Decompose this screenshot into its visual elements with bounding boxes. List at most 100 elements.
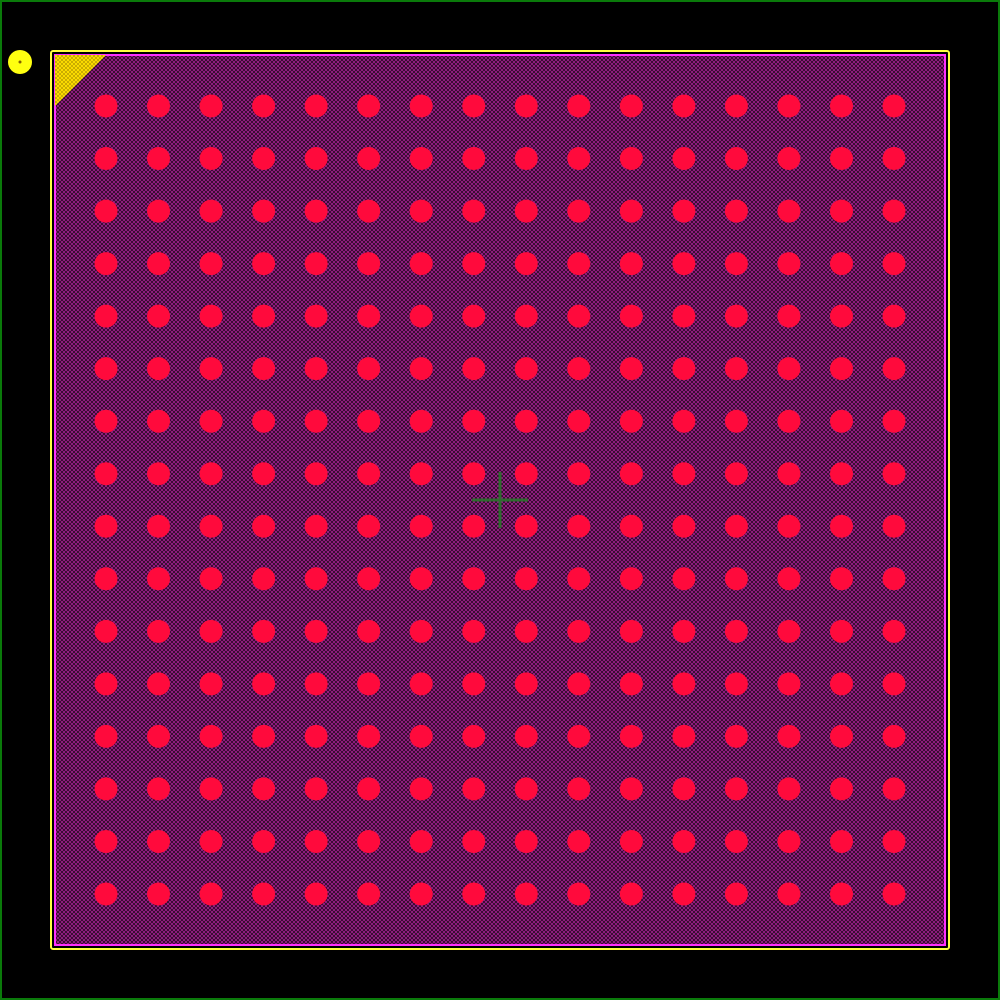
ball-pad (409, 777, 433, 801)
ball-pad (882, 829, 906, 853)
ball-pad (304, 94, 328, 118)
ball-pad (94, 199, 118, 223)
ball-pad (199, 252, 223, 276)
ball-pad (724, 567, 748, 591)
ball-pad (829, 829, 853, 853)
ball-pad (304, 829, 328, 853)
ball-pad (357, 777, 381, 801)
ball-pad (252, 514, 276, 538)
ball-pad (514, 724, 538, 748)
ball-pad (304, 252, 328, 276)
ball-pad (567, 724, 591, 748)
ball-pad (724, 619, 748, 643)
ball-pad (724, 672, 748, 696)
ball-pad (252, 829, 276, 853)
ball-pad (462, 777, 486, 801)
ball-pad (94, 724, 118, 748)
ball-pad (514, 462, 538, 486)
ball-pad (777, 567, 801, 591)
ball-pad (829, 882, 853, 906)
ball-pad (462, 304, 486, 328)
ball-pad (409, 252, 433, 276)
ball-pad (199, 672, 223, 696)
ball-pad (567, 514, 591, 538)
ball-pad (199, 94, 223, 118)
ball-pad (567, 199, 591, 223)
ball-pad (462, 357, 486, 381)
ball-pad (619, 567, 643, 591)
ball-pad (724, 724, 748, 748)
ball-pad (777, 672, 801, 696)
ball-pad (724, 409, 748, 433)
ball-pad (777, 147, 801, 171)
ball-pad (94, 882, 118, 906)
ball-pad (882, 777, 906, 801)
ball-pad (252, 147, 276, 171)
ball-pad (199, 357, 223, 381)
ball-pad (829, 672, 853, 696)
ball-pad (409, 304, 433, 328)
ball-pad (567, 882, 591, 906)
ball-pad (147, 462, 171, 486)
ball-pad (672, 619, 696, 643)
ball-pad (619, 462, 643, 486)
ball-pad (882, 619, 906, 643)
ball-pad (252, 252, 276, 276)
ball-pad (252, 357, 276, 381)
ball-pad (304, 672, 328, 696)
ball-pad (514, 94, 538, 118)
ball-pad (567, 672, 591, 696)
ball-pad (462, 462, 486, 486)
ball-pad (147, 882, 171, 906)
ball-pad (199, 147, 223, 171)
ball-pad (829, 409, 853, 433)
ball-pad (567, 619, 591, 643)
ball-pad (777, 777, 801, 801)
ball-pad (567, 829, 591, 853)
ball-pad (567, 147, 591, 171)
ball-pad (724, 147, 748, 171)
ball-pad (462, 147, 486, 171)
ball-pad (777, 94, 801, 118)
ball-pad (882, 357, 906, 381)
ball-pad (409, 882, 433, 906)
ball-pad (672, 94, 696, 118)
origin-cross (472, 472, 528, 528)
ball-pad (672, 829, 696, 853)
ball-pad (619, 147, 643, 171)
ball-pad (409, 619, 433, 643)
ball-pad (514, 619, 538, 643)
ball-pad (94, 409, 118, 433)
ball-pad (514, 147, 538, 171)
ball-pad (829, 724, 853, 748)
ball-pad (514, 829, 538, 853)
ball-pad (147, 252, 171, 276)
ball-pad (357, 409, 381, 433)
ball-pad (304, 357, 328, 381)
ball-pad (252, 724, 276, 748)
ball-pad (409, 724, 433, 748)
ball-pad (304, 409, 328, 433)
ball-pad (147, 619, 171, 643)
ball-pad (462, 672, 486, 696)
ball-pad (567, 357, 591, 381)
ball-pad (882, 94, 906, 118)
ball-pad (514, 357, 538, 381)
ball-pad (252, 199, 276, 223)
ball-pad (252, 304, 276, 328)
ball-pad (199, 304, 223, 328)
ball-pad (724, 252, 748, 276)
ball-pad (199, 882, 223, 906)
ball-pad (147, 829, 171, 853)
ball-pad (882, 672, 906, 696)
ball-pad (882, 252, 906, 276)
ball-pad (409, 147, 433, 171)
ball-pad (619, 357, 643, 381)
ball-pad (672, 199, 696, 223)
ball-pad (94, 514, 118, 538)
ball-pad (672, 462, 696, 486)
ball-pad (147, 147, 171, 171)
ball-pad (829, 619, 853, 643)
ball-pad (724, 94, 748, 118)
